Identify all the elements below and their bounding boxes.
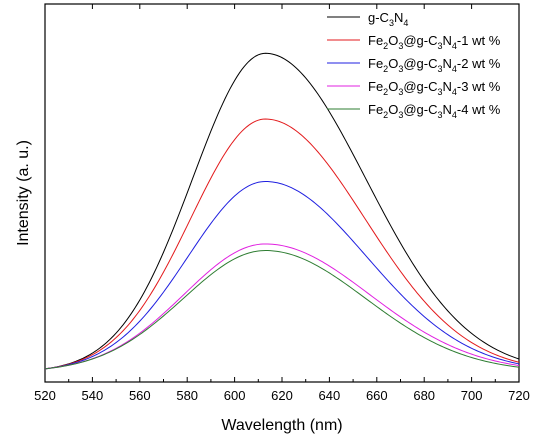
x-tick-label: 520 bbox=[34, 388, 56, 403]
x-tick-label: 640 bbox=[319, 388, 341, 403]
series-line bbox=[44, 118, 520, 370]
series-line bbox=[44, 250, 520, 370]
x-axis-title: Wavelength (nm) bbox=[221, 417, 342, 434]
legend-label: g-C3N4 bbox=[368, 10, 408, 28]
series-line bbox=[44, 52, 520, 370]
x-axis-ticks: 520 540 560 580 600 620 640 660 680 700 720 bbox=[34, 4, 530, 403]
x-tick-label: 680 bbox=[413, 388, 435, 403]
legend: g-C3N4 Fe2O3@g-C3N4-1 wt % Fe2O3@g-C3N4-2 … bbox=[327, 10, 501, 120]
series-line bbox=[44, 243, 520, 370]
legend-label: Fe2O3@g-C3N4-3 wt % bbox=[368, 79, 501, 97]
y-axis-title: Intensity (a. u.) bbox=[15, 140, 32, 246]
x-tick-label: 660 bbox=[366, 388, 388, 403]
x-tick-label: 620 bbox=[271, 388, 293, 403]
x-tick-label: 720 bbox=[508, 388, 530, 403]
x-tick-label: 700 bbox=[461, 388, 483, 403]
x-tick-label: 600 bbox=[224, 388, 246, 403]
series-line bbox=[44, 180, 520, 370]
x-tick-label: 580 bbox=[176, 388, 198, 403]
x-tick-label: 540 bbox=[82, 388, 104, 403]
legend-label: Fe2O3@g-C3N4-2 wt % bbox=[368, 56, 501, 74]
legend-label: Fe2O3@g-C3N4-1 wt % bbox=[368, 33, 501, 51]
legend-label: Fe2O3@g-C3N4-4 wt % bbox=[368, 102, 501, 120]
spectrum-curves bbox=[44, 52, 520, 370]
x-tick-label: 560 bbox=[129, 388, 151, 403]
